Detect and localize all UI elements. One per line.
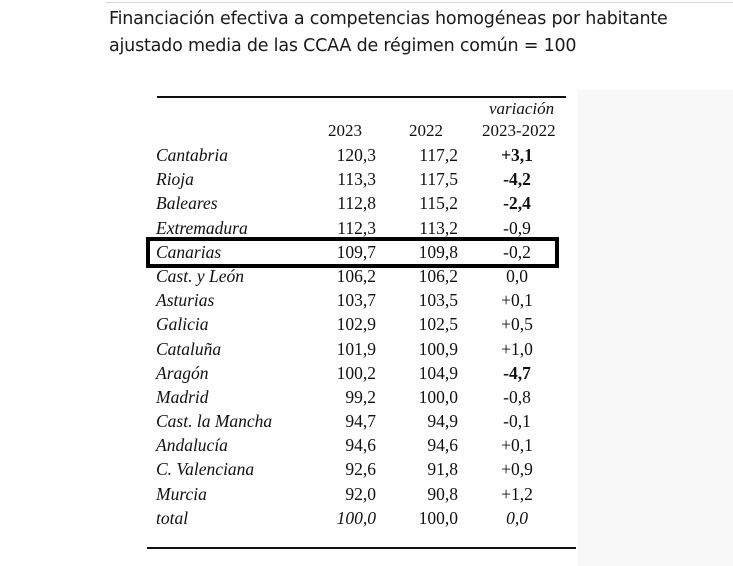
table-row: Cantabria 120,3 117,2 +3,1 <box>156 143 576 167</box>
value-variation: -0,9 <box>503 217 531 238</box>
table-row: total 100,0 100,0 0,0 <box>156 506 576 530</box>
region-name: Cast. la Mancha <box>156 411 273 432</box>
value-2022: 91,8 <box>427 459 458 480</box>
table-row: Canarias 109,7 109,8 -0,2 <box>156 240 576 264</box>
table-row: Asturias 103,7 103,5 +0,1 <box>156 288 576 312</box>
value-variation: +1,2 <box>501 483 533 504</box>
table-row: Baleares 112,8 115,2 -2,4 <box>156 191 576 215</box>
value-variation: +3,1 <box>501 145 533 165</box>
value-2023: 120,3 <box>336 145 376 165</box>
value-2022: 94,6 <box>427 435 458 456</box>
value-variation: -0,2 <box>503 241 531 262</box>
value-2023: 113,3 <box>337 169 376 190</box>
canarias-highlight-box <box>146 237 559 268</box>
value-2023: 101,9 <box>336 338 376 359</box>
region-name: Madrid <box>156 386 209 407</box>
value-2023: 100,0 <box>336 507 376 528</box>
value-variation: -0,8 <box>503 386 531 407</box>
region-name: Galicia <box>156 314 209 335</box>
value-2023: 103,7 <box>336 290 376 311</box>
value-2023: 94,6 <box>345 435 376 456</box>
table-row: Aragón 100,2 104,9 -4,7 <box>156 361 576 385</box>
page-title: Financiación efectiva a competencias hom… <box>109 6 733 60</box>
table-row: Rioja 113,3 117,5 -4,2 <box>156 167 576 191</box>
value-2023: 109,7 <box>336 241 376 262</box>
table-bottom-rule <box>147 547 576 549</box>
region-name: Rioja <box>156 169 194 190</box>
value-2023: 100,2 <box>336 362 376 383</box>
value-variation: +0,5 <box>501 314 533 335</box>
value-2022: 90,8 <box>427 483 458 504</box>
header-variation-range: 2023-2022 <box>482 121 556 140</box>
region-name: C. Valenciana <box>156 459 255 480</box>
value-variation: +1,0 <box>501 338 533 359</box>
value-variation: -4,7 <box>503 362 531 383</box>
table-row: Cataluña 101,9 100,9 +1,0 <box>156 337 576 361</box>
value-2022: 117,2 <box>419 145 458 165</box>
value-2022: 104,9 <box>418 362 458 383</box>
region-name: Extremadura <box>156 217 248 238</box>
value-2022: 102,5 <box>418 314 458 335</box>
value-2022: 94,9 <box>427 411 458 432</box>
value-variation: -4,2 <box>503 169 531 190</box>
value-2022: 115,2 <box>419 193 458 214</box>
region-name: Aragón <box>156 362 209 383</box>
value-2023: 92,0 <box>345 483 376 504</box>
data-table: Cantabria 120,3 117,2 +3,1 Rioja 113,3 117,5 -4… <box>156 143 576 530</box>
table-row: Galicia 102,9 102,5 +0,5 <box>156 312 576 336</box>
region-name: Cantabria <box>156 145 228 165</box>
region-name: total <box>156 507 189 528</box>
value-variation: -0,1 <box>503 411 531 432</box>
region-name: Andalucía <box>156 435 228 456</box>
value-2022: 109,8 <box>418 241 458 262</box>
header-variation-label: variación <box>489 99 555 118</box>
region-name: Murcia <box>156 483 207 504</box>
value-2023: 106,2 <box>336 265 376 286</box>
table-row: C. Valenciana 92,6 91,8 +0,9 <box>156 457 576 481</box>
value-variation: -2,4 <box>503 193 531 214</box>
region-name: Canarias <box>156 241 222 262</box>
background-panel <box>578 90 733 566</box>
value-2023: 112,8 <box>337 193 376 214</box>
value-2022: 100,0 <box>418 507 458 528</box>
value-variation: 0,0 <box>506 265 528 286</box>
value-2022: 103,5 <box>418 290 458 311</box>
value-2022: 100,0 <box>418 386 458 407</box>
value-2023: 99,2 <box>345 386 376 407</box>
title-line-1: Financiación efectiva a competencias hom… <box>109 9 668 29</box>
value-2023: 102,9 <box>336 314 376 335</box>
header-2022: 2022 <box>409 121 443 140</box>
value-variation: +0,1 <box>501 290 533 311</box>
value-2023: 92,6 <box>345 459 376 480</box>
value-variation: 0,0 <box>506 507 528 528</box>
value-2022: 117,5 <box>419 169 458 190</box>
top-divider <box>106 2 733 3</box>
table-row: Cast. y León 106,2 106,2 0,0 <box>156 264 576 288</box>
table-top-rule <box>157 96 566 98</box>
value-2022: 106,2 <box>418 265 458 286</box>
value-variation: +0,1 <box>501 435 533 456</box>
header-2023: 2023 <box>328 121 362 140</box>
region-name: Asturias <box>156 290 215 311</box>
title-line-2: ajustado media de las CCAA de régimen co… <box>109 36 577 56</box>
value-variation: +0,9 <box>501 459 533 480</box>
region-name: Cataluña <box>156 338 222 359</box>
table-row: Andalucía 94,6 94,6 +0,1 <box>156 433 576 457</box>
value-2023: 112,3 <box>337 217 376 238</box>
value-2023: 94,7 <box>345 411 376 432</box>
table-row: Cast. la Mancha 94,7 94,9 -0,1 <box>156 409 576 433</box>
region-name: Baleares <box>156 193 218 214</box>
table-row: Murcia 92,0 90,8 +1,2 <box>156 482 576 506</box>
table-row: Extremadura 112,3 113,2 -0,9 <box>156 216 576 240</box>
value-2022: 100,9 <box>418 338 458 359</box>
table-row: Madrid 99,2 100,0 -0,8 <box>156 385 576 409</box>
value-2022: 113,2 <box>419 217 458 238</box>
region-name: Cast. y León <box>156 265 244 286</box>
